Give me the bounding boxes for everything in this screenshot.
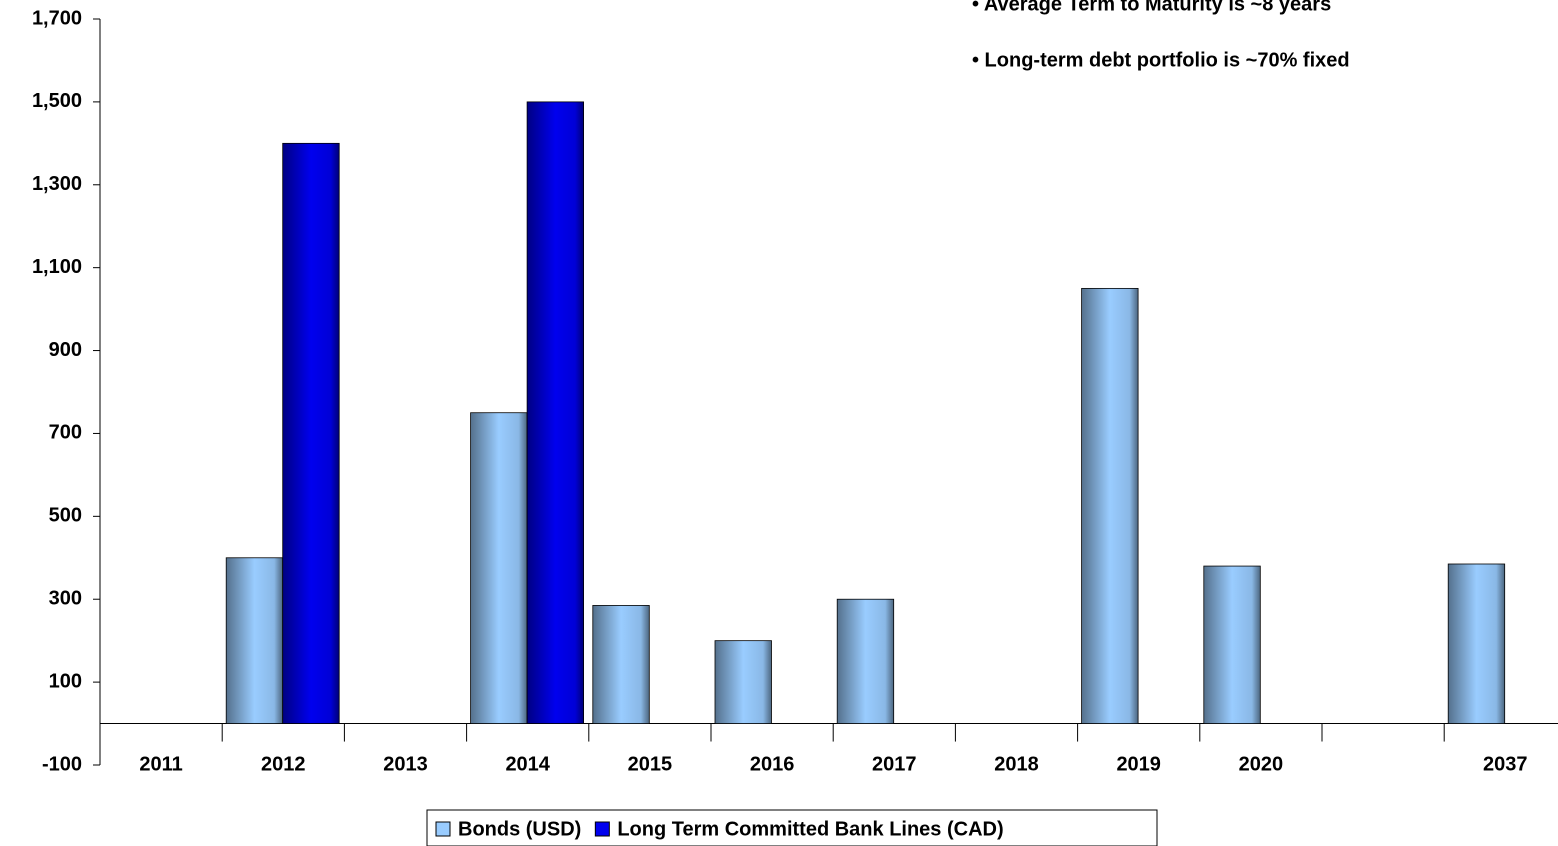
legend-swatch (594, 821, 610, 837)
bar-shade (470, 412, 528, 724)
x-tick-label: 2019 (1116, 753, 1161, 775)
bar-shade (1081, 288, 1139, 724)
x-tick-label: 2014 (505, 753, 550, 775)
y-tick-label: 1,300 (32, 173, 82, 195)
y-tick-label: -100 (42, 753, 82, 775)
x-tick-label: 2037 (1483, 753, 1528, 775)
bar-shade (527, 101, 584, 724)
bar-shade (282, 143, 340, 724)
y-tick-label: 500 (49, 505, 82, 527)
x-tick-label: 2018 (994, 753, 1039, 775)
x-tick-label: 2012 (261, 753, 306, 775)
legend-swatch (435, 821, 451, 837)
y-tick-label: 700 (49, 422, 82, 444)
y-tick-label: 1,700 (32, 7, 82, 29)
y-tick-label: 1,100 (32, 256, 82, 278)
y-tick-label: 100 (49, 670, 82, 692)
x-tick-label: 2013 (383, 753, 428, 775)
x-tick-label: 2016 (750, 753, 795, 775)
x-tick-label: 2017 (872, 753, 917, 775)
bar-shade (1448, 563, 1505, 724)
bar-shade (1203, 566, 1261, 724)
x-tick-label: 2011 (139, 753, 182, 775)
legend-label: Long Term Committed Bank Lines (CAD) (617, 818, 1003, 840)
legend-box (426, 809, 1158, 846)
bar-shade (837, 599, 894, 724)
annotation: • Average Term to Maturity is ~8 years (972, 0, 1331, 15)
bar-shade (592, 605, 650, 724)
bar-shade (715, 640, 772, 724)
legend-label: Bonds (USD) (458, 818, 581, 840)
y-tick-label: 900 (49, 339, 82, 361)
x-tick-label: 2020 (1239, 753, 1284, 775)
y-tick-label: 1,500 (32, 90, 82, 112)
bar-shade (226, 557, 283, 724)
x-tick-label: 2015 (628, 753, 673, 775)
y-tick-label: 300 (49, 588, 82, 610)
annotation: • Long-term debt portfolio is ~70% fixed (972, 49, 1350, 71)
